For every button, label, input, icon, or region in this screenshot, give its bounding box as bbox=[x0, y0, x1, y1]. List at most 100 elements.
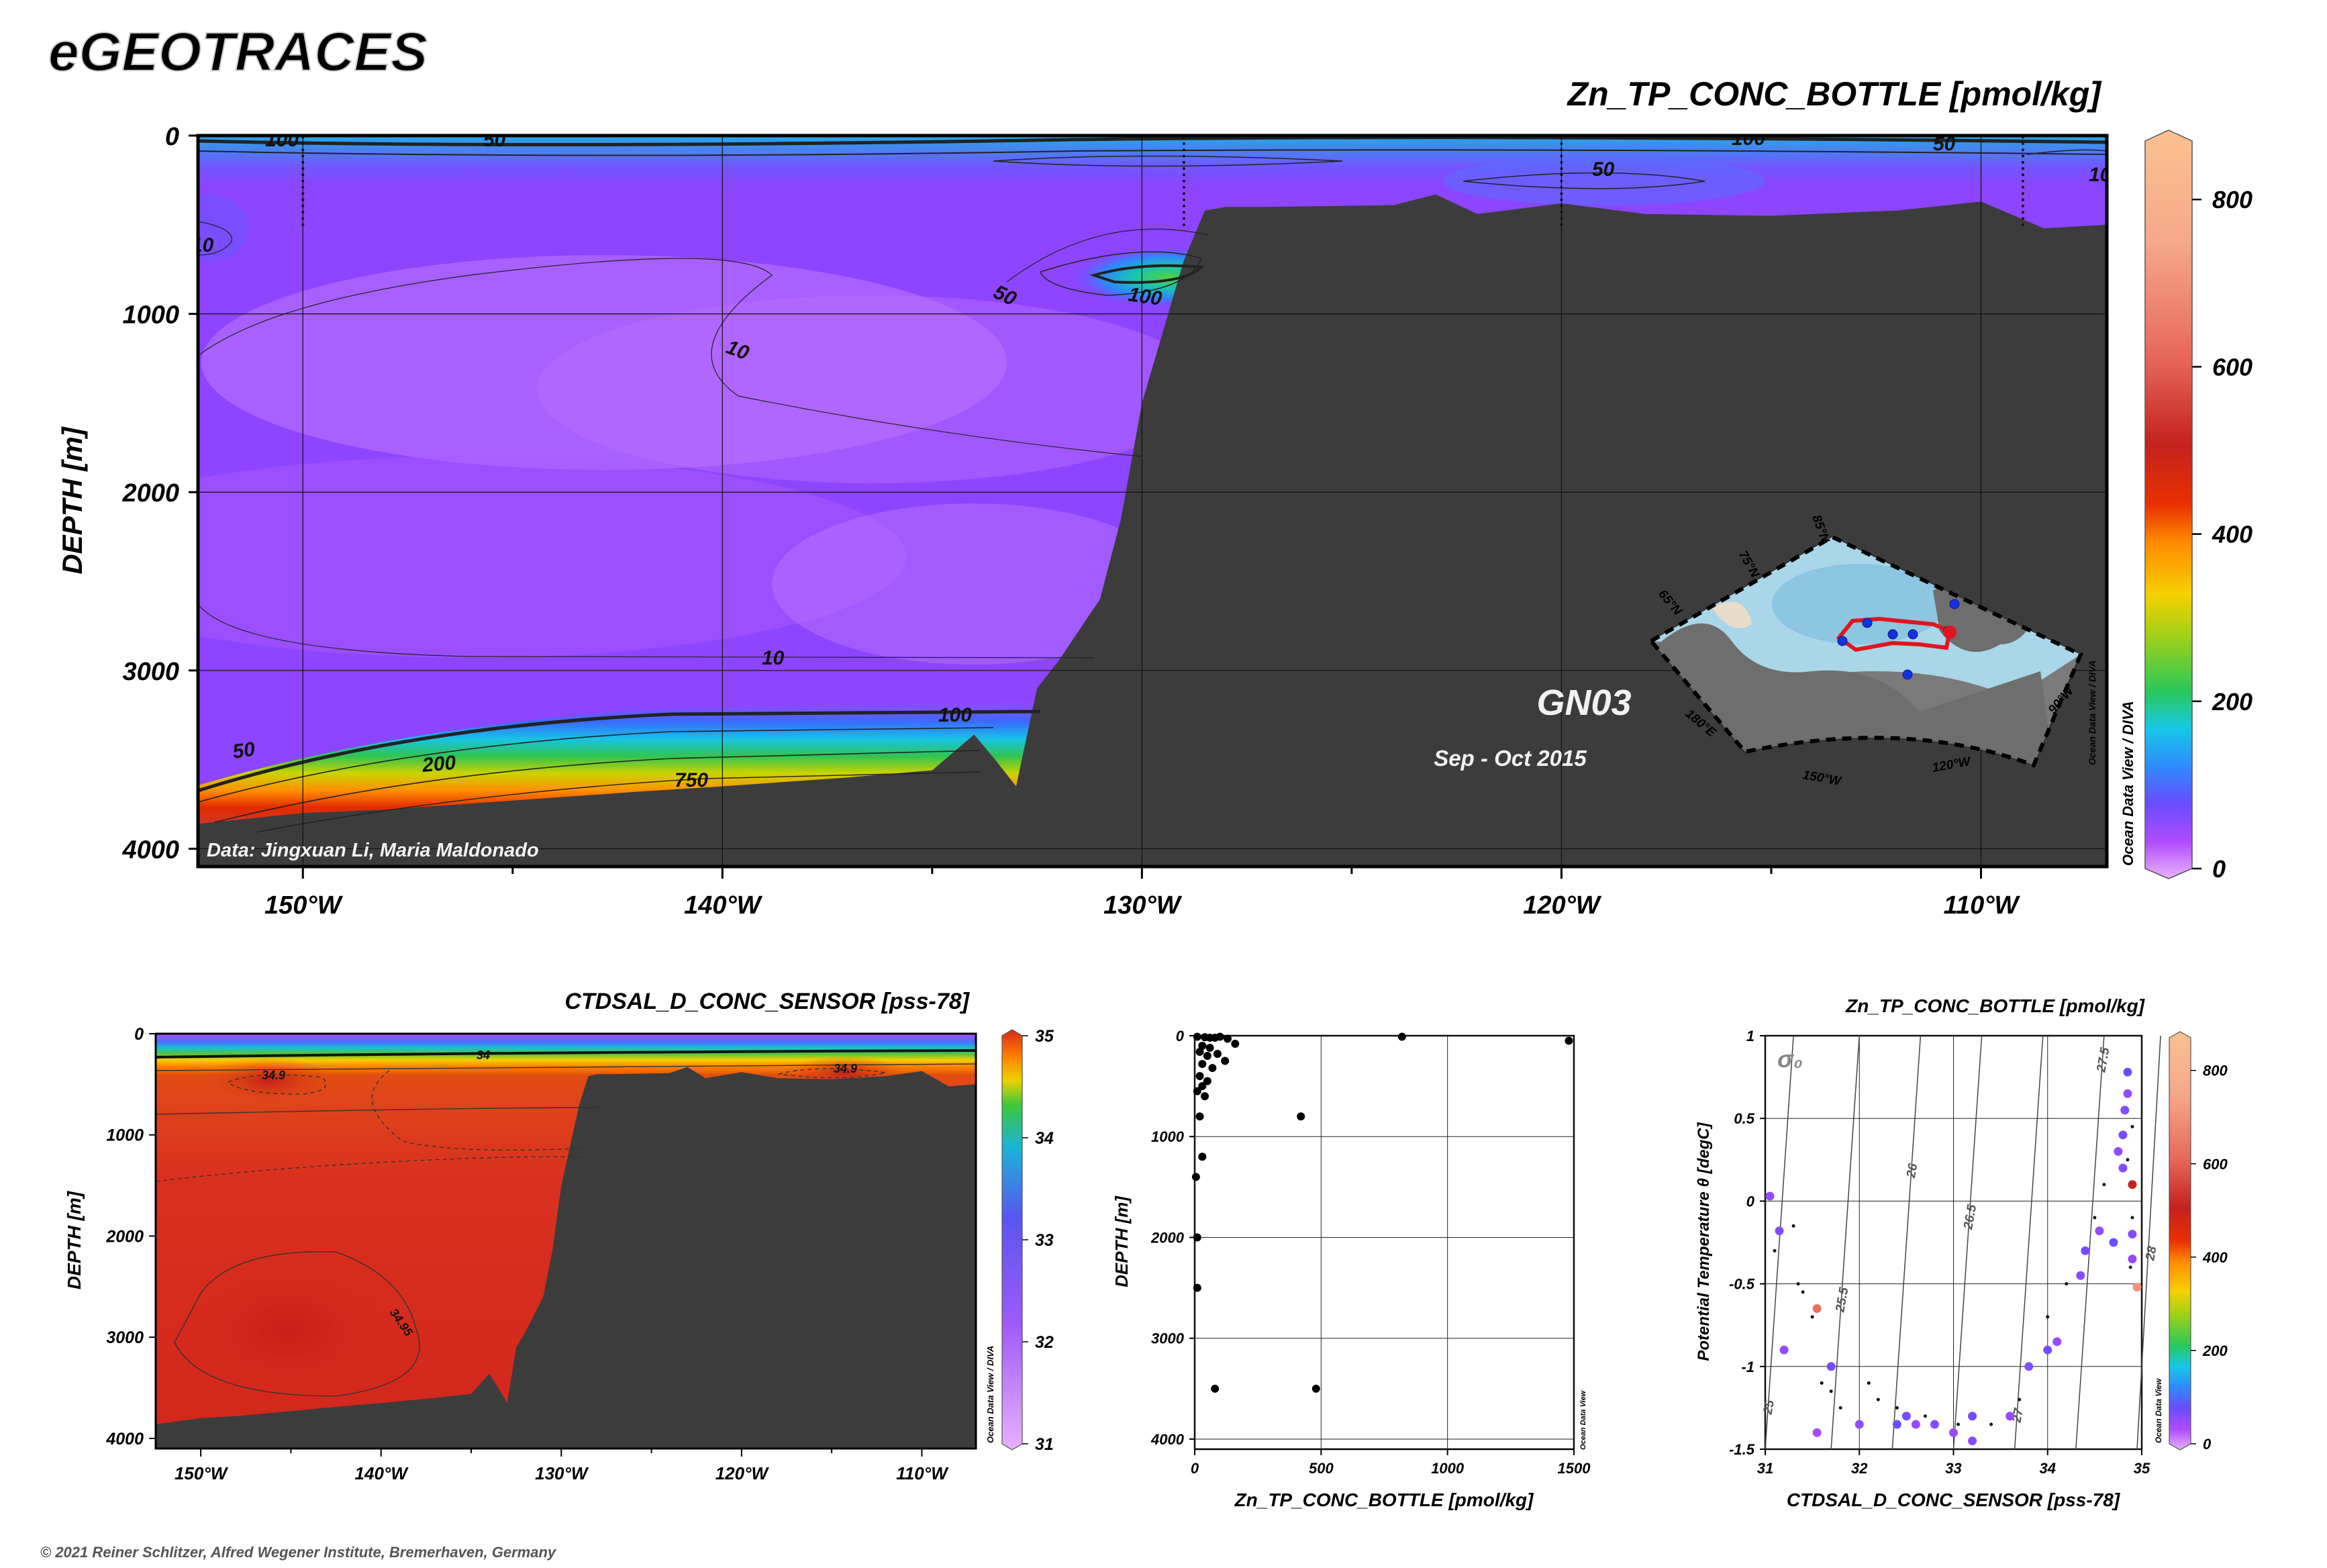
cruise-period: Sep - Oct 2015 bbox=[1434, 746, 1587, 771]
zn-profile-x-label: Zn_TP_CONC_BOTTLE [pmol/kg] bbox=[1234, 1489, 1535, 1510]
station-sample-dot bbox=[2021, 160, 2024, 164]
colorbar-tick-label: 800 bbox=[2212, 186, 2252, 213]
ts-point bbox=[1854, 1420, 1864, 1429]
inset-map-station bbox=[1837, 636, 1848, 646]
ts-small-point bbox=[1801, 1290, 1805, 1294]
salinity-x-tick-label: 110°W bbox=[896, 1463, 949, 1483]
station-sample-dot bbox=[2021, 154, 2024, 158]
inset-map-land bbox=[1651, 623, 2054, 765]
logo: eGEOTRACES bbox=[48, 21, 428, 83]
station-sample-dot bbox=[1182, 173, 1185, 177]
ts-point bbox=[2128, 1230, 2137, 1239]
main-x-tick-label: 140°W bbox=[684, 891, 763, 920]
ts-y-tick-label: -1.5 bbox=[1729, 1441, 1755, 1458]
ts-x-axis: 31 32 33 34 35 bbox=[1757, 1449, 2150, 1477]
profile-point bbox=[1231, 1040, 1240, 1048]
station-sample-dot bbox=[2021, 173, 2024, 177]
ts-small-point bbox=[2128, 1265, 2132, 1269]
salinity-core bbox=[201, 1057, 336, 1104]
profile-point bbox=[1198, 1082, 1207, 1091]
salinity-colorbar-tick-label: 31 bbox=[1035, 1435, 1054, 1454]
inset-map-station bbox=[1862, 618, 1873, 628]
ts-isopycnal-line bbox=[1765, 1035, 1794, 1450]
ts-isopycnal-line bbox=[1952, 1035, 1983, 1450]
station-sample-dot bbox=[2021, 148, 2024, 152]
profile-point bbox=[1195, 1112, 1204, 1121]
ts-small-point bbox=[1876, 1398, 1880, 1402]
salinity-x-tick-label: 150°W bbox=[175, 1463, 229, 1483]
ts-point bbox=[2118, 1130, 2128, 1140]
ts-point bbox=[2095, 1226, 2104, 1236]
ts-small-point bbox=[1957, 1422, 1961, 1426]
salinity-colorbar-label: Ocean Data View / DIVA bbox=[985, 1346, 995, 1443]
ts-small-point bbox=[2046, 1315, 2050, 1319]
ts-point bbox=[2114, 1146, 2123, 1156]
contour-label: 100 bbox=[265, 129, 299, 151]
station-sample-dot bbox=[2021, 211, 2024, 214]
ts-point bbox=[2123, 1089, 2132, 1098]
colorbar-tick-label: 400 bbox=[2212, 521, 2252, 548]
station-sample-dot bbox=[1560, 179, 1563, 183]
ts-small-point bbox=[2065, 1282, 2069, 1286]
ts-small-points bbox=[1773, 1125, 2134, 1426]
station-sample-dot bbox=[1182, 198, 1185, 201]
profile-x-tick-label: 0 bbox=[1191, 1460, 1199, 1477]
profile-point bbox=[1198, 1060, 1207, 1069]
profile-point bbox=[1397, 1032, 1406, 1041]
ts-point bbox=[2043, 1345, 2052, 1355]
contour-label: 34 bbox=[477, 1048, 490, 1062]
ts-point bbox=[1812, 1428, 1822, 1437]
ts-isopycnal-label: 26 bbox=[1904, 1162, 1921, 1179]
station-sample-dot bbox=[2021, 192, 2024, 195]
profile-point bbox=[1297, 1112, 1305, 1121]
station-sample-dot bbox=[1182, 154, 1185, 158]
salinity-x-axis: 150°W 140°W 130°W 120°W 110°W bbox=[175, 1449, 949, 1483]
ts-point bbox=[1779, 1345, 1789, 1355]
profile-y-tick-label: 1000 bbox=[1151, 1128, 1185, 1145]
main-colorbar-label: Ocean Data View / DIVA bbox=[2120, 701, 2136, 866]
station-sample-dot bbox=[1560, 223, 1563, 226]
salinity-y-axis-label: DEPTH [m] bbox=[64, 1190, 85, 1289]
profile-y-tick-label: 4000 bbox=[1150, 1431, 1185, 1448]
inset-map-station bbox=[1902, 669, 1913, 680]
station-sample-dot bbox=[301, 167, 305, 170]
main-title: Zn_TP_CONC_BOTTLE [pmol/kg] bbox=[1567, 75, 2103, 113]
ts-point bbox=[1968, 1412, 1977, 1421]
profile-x-tick-label: 1500 bbox=[1558, 1460, 1591, 1477]
ts-point bbox=[1901, 1412, 1911, 1421]
ts-y-tick-label: 0.5 bbox=[1734, 1110, 1754, 1127]
station-sample-dot bbox=[1182, 148, 1185, 152]
ts-small-point bbox=[1895, 1406, 1899, 1410]
profile-point bbox=[1195, 1072, 1204, 1081]
profile-point bbox=[1201, 1092, 1209, 1101]
salinity-x-tick-label: 120°W bbox=[715, 1463, 770, 1483]
main-y-tick-label: 4000 bbox=[121, 836, 179, 864]
main-station-markers bbox=[301, 136, 2024, 226]
ts-colored-points bbox=[1765, 1067, 2142, 1446]
ts-point bbox=[2052, 1337, 2062, 1346]
salinity-colorbar-tick-label: 35 bbox=[1035, 1027, 1054, 1046]
ts-isopycnal-line bbox=[1891, 1035, 1922, 1450]
ts-point bbox=[2123, 1067, 2132, 1077]
station-sample-dot bbox=[1560, 198, 1563, 201]
main-surface-patch bbox=[1443, 157, 1765, 205]
contour-label: 50 bbox=[1933, 133, 1956, 155]
zn-profile-frame bbox=[1193, 1034, 1575, 1451]
ts-small-point bbox=[1773, 1248, 1777, 1253]
ts-title: Zn_TP_CONC_BOTTLE [pmol/kg] bbox=[1845, 995, 2146, 1016]
ts-x-label: CTDSAL_D_CONC_SENSOR [pss-78] bbox=[1787, 1489, 2121, 1510]
ts-small-point bbox=[2130, 1216, 2134, 1220]
contour-label: 50 bbox=[231, 738, 256, 763]
salinity-colorbar-tick-label: 33 bbox=[1035, 1231, 1054, 1250]
ts-point bbox=[2006, 1412, 2015, 1421]
main-low-conc-patch bbox=[772, 503, 1175, 665]
main-contours bbox=[198, 136, 2107, 833]
station-sample-dot bbox=[1182, 217, 1185, 220]
station-sample-dot bbox=[301, 192, 305, 195]
inset-map-station bbox=[1908, 629, 1918, 640]
station-sample-dot bbox=[301, 198, 305, 201]
station-sample-dot bbox=[2021, 204, 2024, 207]
ts-x-tick-label: 33 bbox=[1945, 1460, 1961, 1477]
